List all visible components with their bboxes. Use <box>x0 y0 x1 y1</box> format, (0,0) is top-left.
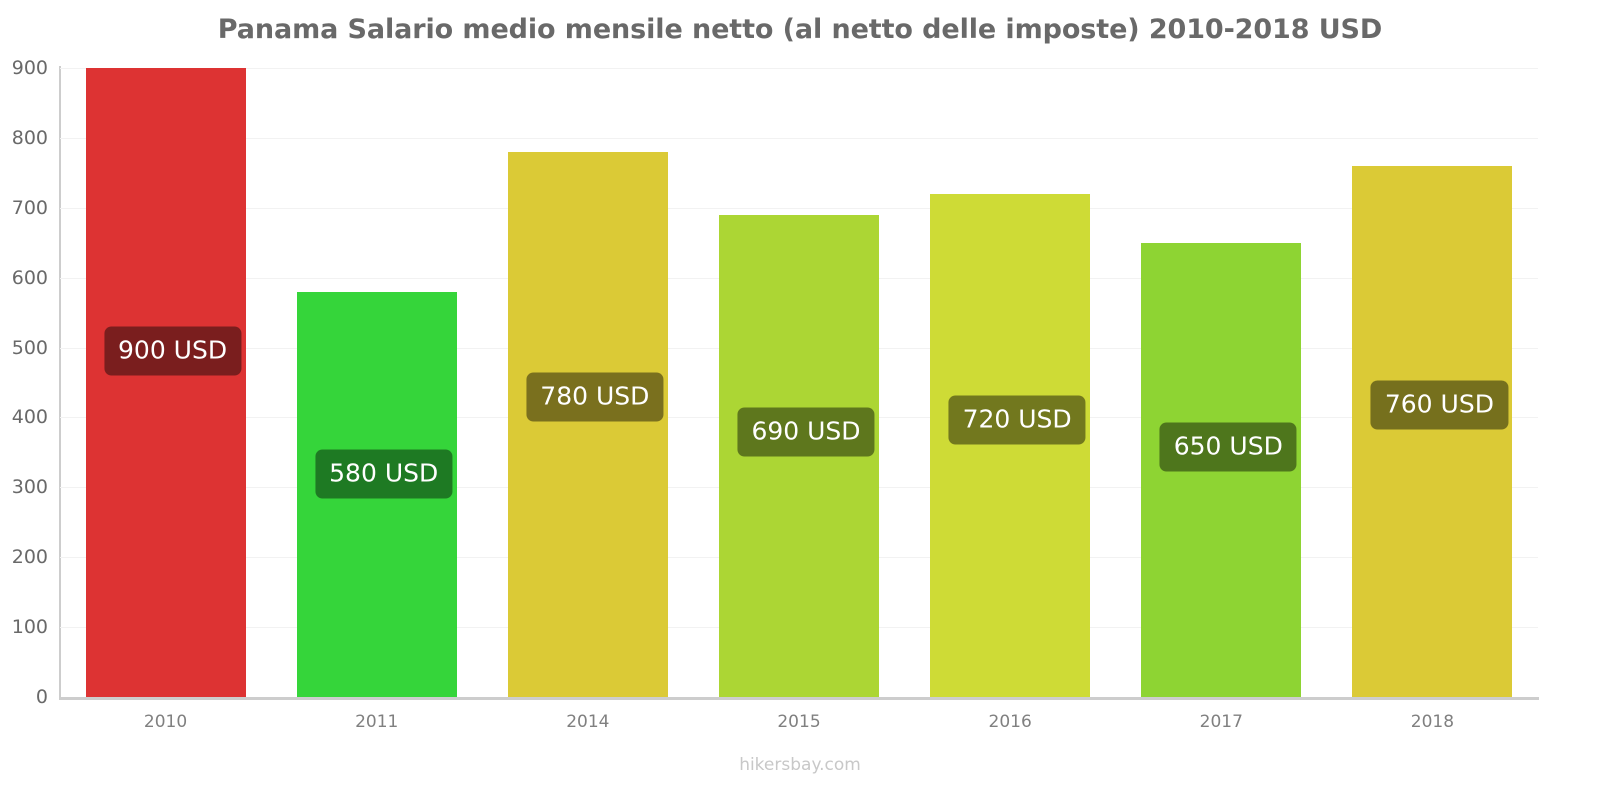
bar-value-label: 760 USD <box>1370 380 1508 430</box>
bar-value-label: 580 USD <box>315 449 453 499</box>
y-axis-tick-label: 500 <box>11 336 48 359</box>
y-axis-tick-label: 200 <box>11 546 48 569</box>
x-axis-tick-label: 2016 <box>988 712 1032 732</box>
y-axis-tick-label: 700 <box>11 196 48 219</box>
bar-value-label: 780 USD <box>526 372 664 422</box>
gridline <box>60 207 1538 209</box>
bar[interactable] <box>85 68 246 697</box>
y-axis-tick-label: 0 <box>35 686 48 708</box>
bar-value-label: 650 USD <box>1159 422 1297 472</box>
footer-credit: hikersbay.com <box>739 755 861 775</box>
x-axis-tick-label: 2015 <box>777 712 821 732</box>
gridline <box>60 137 1538 139</box>
bar-value-label: 690 USD <box>737 407 875 457</box>
bar-value-label: 900 USD <box>104 326 242 376</box>
gridline <box>60 68 1538 69</box>
x-axis-tick-label: 2018 <box>1410 712 1455 732</box>
x-axis-tick-label: 2010 <box>143 712 188 732</box>
bar[interactable] <box>930 193 1091 697</box>
chart-title: Panama Salario medio mensile netto (al n… <box>217 14 1383 45</box>
y-axis-tick-label: 900 <box>11 57 48 79</box>
plot-area <box>60 68 1538 697</box>
y-axis-tick-label: 800 <box>11 126 48 149</box>
y-axis-tick-label: 400 <box>11 406 48 429</box>
x-axis-tick-label: 2011 <box>355 712 399 732</box>
bar[interactable] <box>507 151 668 697</box>
bar[interactable] <box>1352 165 1513 697</box>
x-axis-line <box>59 697 1539 700</box>
x-axis-tick-label: 2014 <box>566 712 610 732</box>
y-axis-tick-label: 600 <box>11 266 48 289</box>
y-axis-tick-label: 100 <box>11 616 48 639</box>
y-axis-tick-label: 300 <box>11 476 48 499</box>
y-axis-line <box>59 66 61 699</box>
x-axis-tick-label: 2017 <box>1199 712 1243 732</box>
bar-value-label: 720 USD <box>948 395 1086 445</box>
